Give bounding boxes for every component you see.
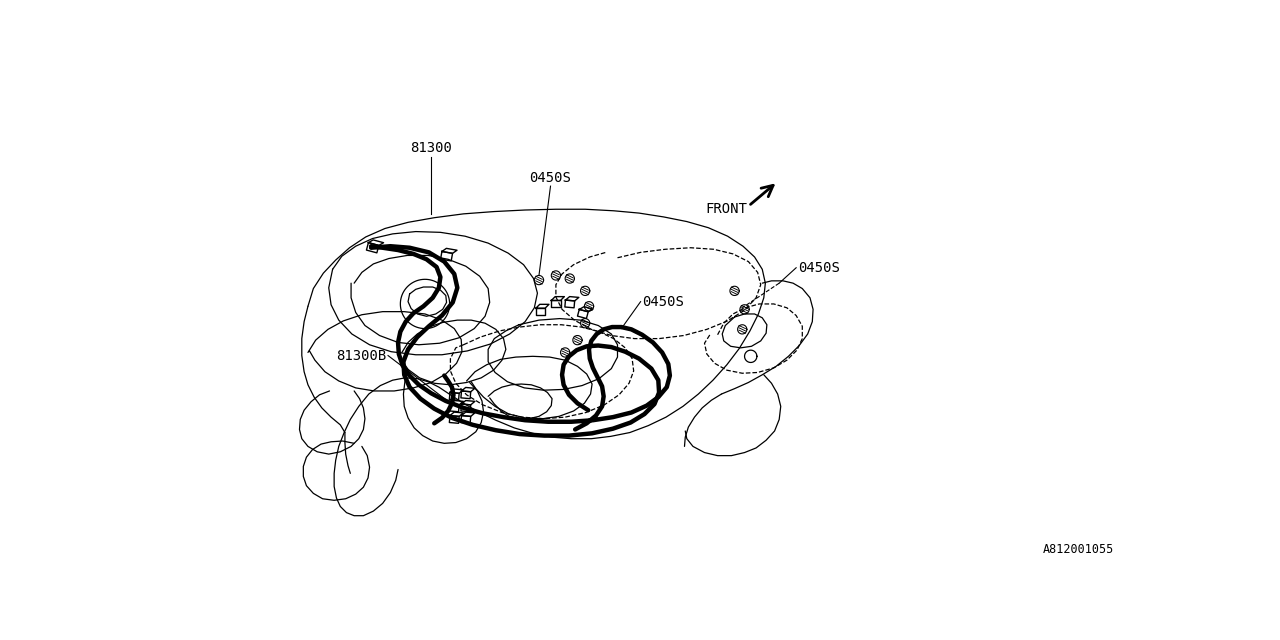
Text: 0450S: 0450S [530,171,571,184]
Text: FRONT: FRONT [705,202,746,216]
Text: 0450S: 0450S [799,260,841,275]
Text: A812001055: A812001055 [1043,543,1114,556]
Text: 81300: 81300 [410,141,452,156]
Text: 81300B: 81300B [337,349,387,362]
Text: 0450S: 0450S [643,294,684,308]
